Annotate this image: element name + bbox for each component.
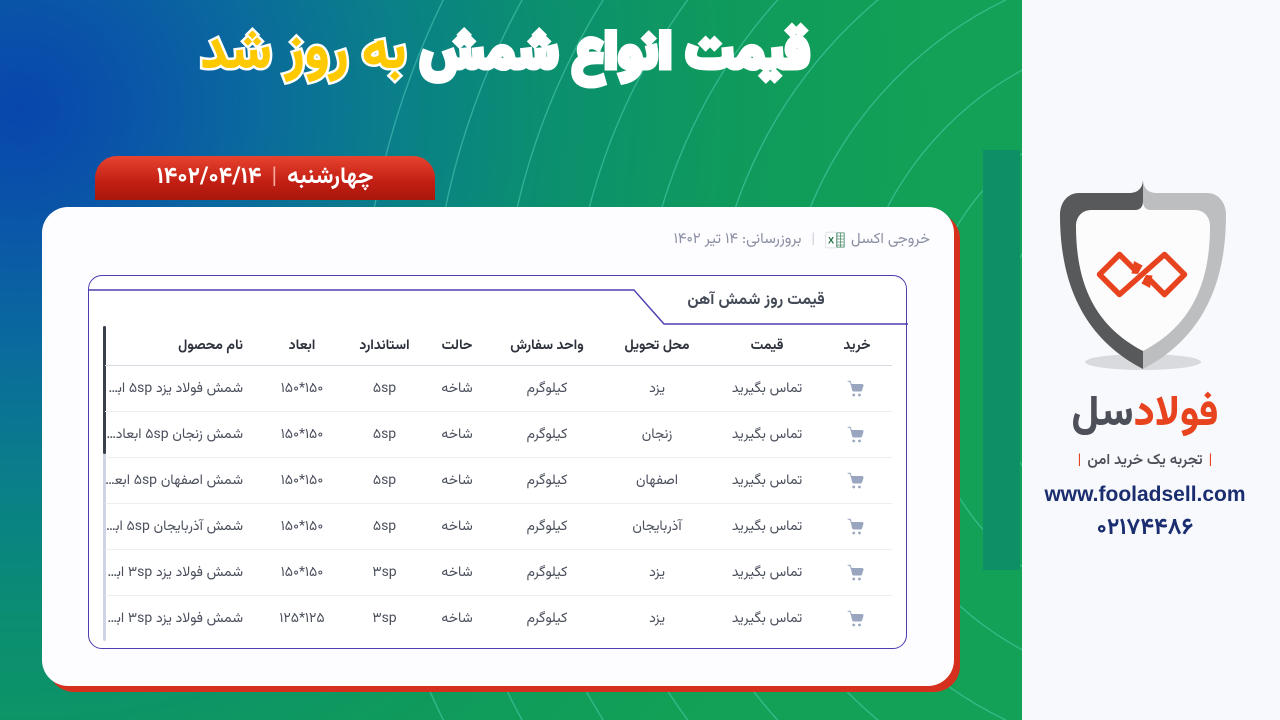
svg-text:X: X bbox=[828, 236, 835, 246]
